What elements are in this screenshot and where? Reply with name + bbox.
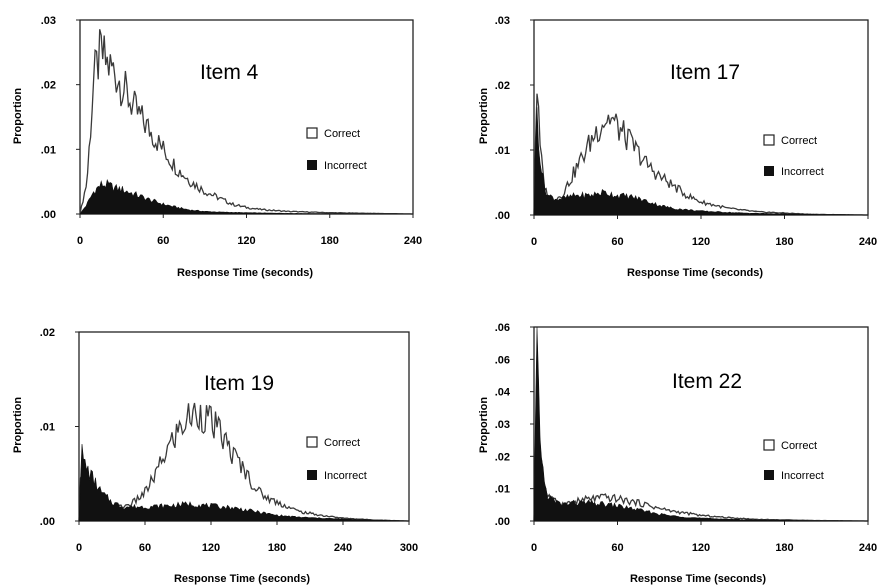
panel-item-17: 0 60 120 180 240 .00 .01 .02 .03 Item 17 Respons… — [478, 15, 877, 279]
legend-swatch-incorrect — [307, 160, 317, 170]
plot-frame — [78, 331, 410, 522]
y-tick-label: .06 — [495, 354, 510, 366]
y-axis-label: Proportion — [478, 88, 490, 144]
x-tick-label: 120 — [692, 542, 710, 554]
x-tick-label: 120 — [202, 542, 220, 554]
panel-item-22: 0 60 120 180 240 .00 .01 .02 .03 .04 .06 .06 Item 2… — [478, 322, 877, 585]
legend-label-correct: Correct — [324, 437, 360, 449]
x-tick-label: 180 — [775, 236, 793, 248]
legend-label-incorrect: Incorrect — [781, 470, 824, 482]
y-axis-label: Proportion — [478, 397, 490, 453]
legend-swatch-incorrect — [307, 470, 317, 480]
plot-frame — [533, 326, 869, 522]
panel-item-19: 0 60 120 180 240 300 .00 .01 .02 Item 19 Respons… — [12, 327, 418, 585]
legend-label-correct: Correct — [781, 135, 817, 147]
panel-title: Item 4 — [200, 61, 259, 84]
x-tick-label: 300 — [400, 542, 418, 554]
x-tick-label: 180 — [775, 542, 793, 554]
x-tick-label: 60 — [157, 235, 169, 247]
y-tick-label: .01 — [495, 145, 510, 157]
x-tick-label: 240 — [859, 542, 877, 554]
panel-title: Item 22 — [672, 370, 742, 393]
legend-label-correct: Correct — [781, 440, 817, 452]
y-tick-label: .03 — [41, 15, 56, 27]
legend-swatch-correct — [306, 127, 318, 139]
series-correct-line — [79, 29, 413, 215]
plot-frame — [79, 19, 414, 215]
y-tick-label: .03 — [495, 15, 510, 27]
panel-title: Item 17 — [670, 61, 740, 84]
x-tick-label: 240 — [859, 236, 877, 248]
panel-marks — [78, 402, 409, 522]
panel-marks — [533, 93, 868, 216]
legend-swatch-correct — [763, 134, 775, 146]
series-incorrect-area — [533, 107, 868, 216]
y-tick-label: .02 — [495, 451, 510, 463]
y-axis-label: Proportion — [12, 397, 24, 453]
x-axis-label: Response Time (seconds) — [627, 267, 763, 279]
series-correct-line — [533, 93, 868, 216]
x-tick-label: 60 — [139, 542, 151, 554]
legend-swatch-correct — [306, 436, 318, 448]
panel-marks — [533, 326, 868, 522]
x-tick-label: 60 — [611, 236, 623, 248]
y-tick-label: .02 — [41, 80, 56, 92]
x-axis-label: Response Time (seconds) — [174, 573, 310, 585]
x-tick-label: 0 — [76, 542, 82, 554]
series-incorrect-area — [79, 178, 413, 215]
x-tick-label: 120 — [692, 236, 710, 248]
x-tick-label: 0 — [77, 235, 83, 247]
legend-label-incorrect: Incorrect — [324, 160, 367, 172]
series-incorrect-area — [533, 326, 868, 522]
x-tick-label: 180 — [268, 542, 286, 554]
y-tick-label: .01 — [40, 422, 55, 434]
series-incorrect-area — [78, 443, 409, 522]
x-axis-label: Response Time (seconds) — [177, 267, 313, 279]
y-tick-label: .02 — [495, 80, 510, 92]
legend-label-incorrect: Incorrect — [781, 166, 824, 178]
x-tick-label: 60 — [611, 542, 623, 554]
y-axis-label: Proportion — [12, 88, 24, 144]
y-tick-label: .03 — [495, 419, 510, 431]
y-tick-label: .01 — [495, 484, 510, 496]
y-tick-label: .06 — [495, 322, 510, 334]
panel-title: Item 19 — [204, 372, 274, 395]
legend-swatch-incorrect — [764, 166, 774, 176]
y-tick-label: .04 — [495, 387, 511, 399]
x-tick-label: 180 — [321, 235, 339, 247]
legend-swatch-incorrect — [764, 470, 774, 480]
x-tick-label: 240 — [404, 235, 422, 247]
x-tick-label: 0 — [531, 236, 537, 248]
x-axis-label: Response Time (seconds) — [630, 573, 766, 585]
panel-item-4: 0 60 120 180 240 .00 .01 .02 .03 Item 4 Response… — [12, 15, 422, 279]
plot-frame — [533, 19, 869, 216]
legend-swatch-correct — [763, 439, 775, 451]
x-tick-label: 120 — [237, 235, 255, 247]
y-tick-label: .02 — [40, 327, 55, 339]
x-tick-label: 0 — [531, 542, 537, 554]
panel-ticks: 0 60 120 180 240 .00 .01 .02 .03 .04 .06 .06 — [495, 322, 877, 554]
y-tick-label: .00 — [495, 210, 510, 222]
legend-label-incorrect: Incorrect — [324, 470, 367, 482]
y-tick-label: .00 — [495, 516, 510, 528]
y-tick-label: .00 — [40, 516, 55, 528]
y-tick-label: .00 — [41, 209, 56, 221]
legend-label-correct: Correct — [324, 128, 360, 140]
panel-marks — [79, 29, 413, 215]
y-tick-label: .01 — [41, 144, 56, 156]
x-tick-label: 240 — [334, 542, 352, 554]
series-correct-line — [78, 402, 409, 522]
